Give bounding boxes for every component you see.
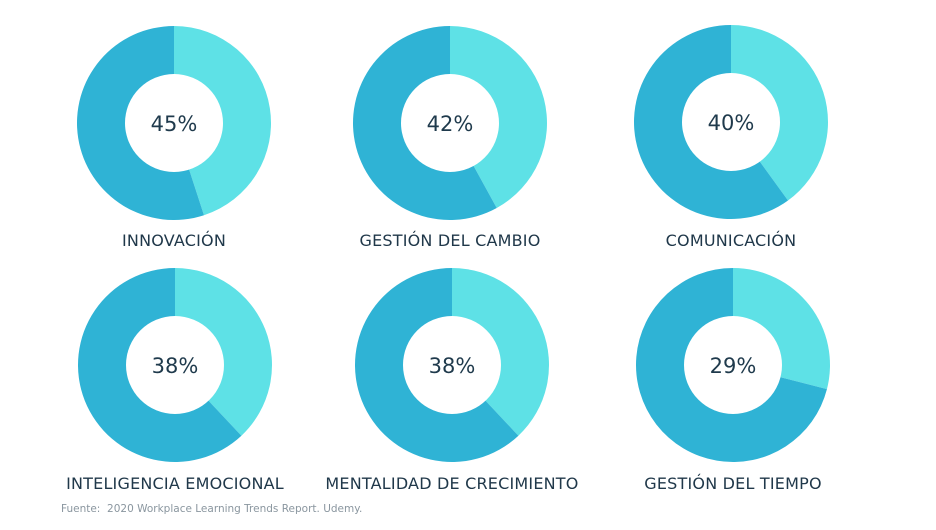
donut-hole — [403, 316, 501, 414]
donut-value-label: 29% — [710, 354, 757, 378]
donut-value-label: 45% — [151, 112, 198, 136]
donut-category-label: GESTIÓN DEL TIEMPO — [644, 474, 821, 493]
donut-hole — [684, 316, 782, 414]
donut-chart: 29% GESTIÓN DEL TIEMPO — [636, 268, 830, 493]
donut-category-label: INNOVACIÓN — [122, 231, 226, 250]
donut-chart: 38% INTELIGENCIA EMOCIONAL — [66, 268, 284, 493]
donut-hole — [125, 74, 223, 172]
donut-value-label: 40% — [708, 111, 755, 135]
donut-chart: 42% GESTIÓN DEL CAMBIO — [352, 26, 547, 250]
donut-category-label: GESTIÓN DEL CAMBIO — [359, 231, 540, 250]
donut-value-label: 38% — [152, 354, 199, 378]
donut-value-label: 42% — [427, 112, 474, 136]
donut-hole — [126, 316, 224, 414]
donut-chart: 45% INNOVACIÓN — [77, 26, 271, 250]
donut-value-label: 38% — [429, 354, 476, 378]
donut-slice-highlight — [731, 25, 828, 201]
source-note: Fuente: 2020 Workplace Learning Trends R… — [61, 503, 363, 515]
donut-slice-highlight — [452, 268, 549, 436]
donut-hole — [682, 73, 780, 171]
donut-chart: 38% MENTALIDAD DE CRECIMIENTO — [325, 268, 578, 493]
donut-category-label: COMUNICACIÓN — [666, 231, 797, 250]
donut-category-label: MENTALIDAD DE CRECIMIENTO — [325, 474, 578, 493]
donut-category-label: INTELIGENCIA EMOCIONAL — [66, 474, 284, 493]
donut-hole — [401, 74, 499, 172]
donut-chart: 40% COMUNICACIÓN — [634, 25, 828, 250]
donut-slice-highlight — [175, 268, 272, 436]
